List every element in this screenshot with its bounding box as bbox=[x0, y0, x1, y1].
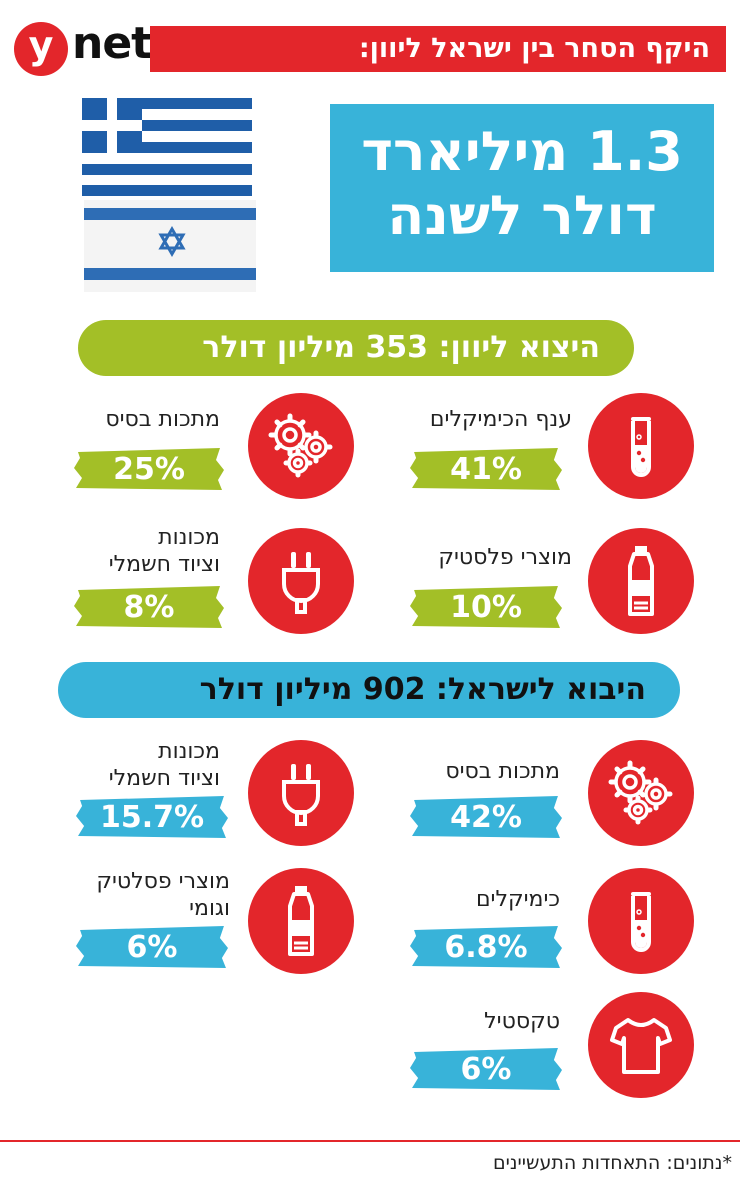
footer-divider bbox=[0, 1140, 740, 1142]
import-item-label-machinery: מכונות וציוד חשמלי bbox=[108, 739, 220, 791]
gears-icon bbox=[248, 393, 354, 499]
import-item-label-plastics-rubber: מוצרי פסלטיק וגומי bbox=[96, 869, 230, 921]
export-item-label-base-metals: מתכות בסיס bbox=[105, 407, 220, 432]
headline-line2: דולר לשנה bbox=[387, 184, 657, 247]
import-item-label-base-metals: מתכות בסיס bbox=[445, 759, 560, 784]
export-section-title: היצוא ליוון: 353 מיליון דולר bbox=[78, 320, 634, 376]
ynet-logo-net: net bbox=[72, 18, 152, 69]
import-item-value-machinery: 15.7% bbox=[76, 796, 228, 838]
ynet-logo-y: y bbox=[14, 22, 68, 76]
greece-israel-flags-image bbox=[82, 92, 262, 297]
plug-icon bbox=[248, 528, 354, 634]
israel-flag-icon bbox=[84, 200, 256, 292]
import-item-value-plastics-rubber: 6% bbox=[76, 926, 228, 968]
bottle-icon bbox=[588, 528, 694, 634]
headline-line1: 1.3 מיליארד bbox=[361, 120, 683, 183]
export-item-value-base-metals: 25% bbox=[74, 448, 224, 490]
test-tube-icon bbox=[588, 393, 694, 499]
import-item-value-base-metals: 42% bbox=[410, 796, 562, 838]
plug-icon bbox=[248, 740, 354, 846]
source-note: *נתונים: התאחדות התעשיינים bbox=[493, 1152, 732, 1174]
tshirt-icon bbox=[588, 992, 694, 1098]
test-tube-icon bbox=[588, 868, 694, 974]
export-item-value-machinery: 8% bbox=[74, 586, 224, 628]
import-item-value-textile: 6% bbox=[410, 1048, 562, 1090]
bottle-icon bbox=[248, 868, 354, 974]
greece-flag-icon bbox=[82, 98, 252, 196]
export-item-label-machinery: מכונות וציוד חשמלי bbox=[108, 525, 220, 577]
import-item-value-chemicals: 6.8% bbox=[410, 926, 562, 968]
export-item-label-chemicals: ענף הכימיקלים bbox=[429, 407, 572, 432]
header-title: היקף הסחר בין ישראל ליוון: bbox=[150, 26, 726, 72]
export-item-value-chemicals: 41% bbox=[410, 448, 562, 490]
import-section-title: היבוא לישראל: 902 מיליון דולר bbox=[58, 662, 680, 718]
export-item-label-plastics: מוצרי פלסטיק bbox=[438, 545, 572, 570]
headline-box: 1.3 מיליארד דולר לשנה bbox=[330, 104, 714, 272]
gears-icon bbox=[588, 740, 694, 846]
import-item-label-chemicals: כימיקלים bbox=[475, 887, 560, 912]
import-item-label-textile: טקסטיל bbox=[484, 1009, 560, 1034]
export-item-value-plastics: 10% bbox=[410, 586, 562, 628]
